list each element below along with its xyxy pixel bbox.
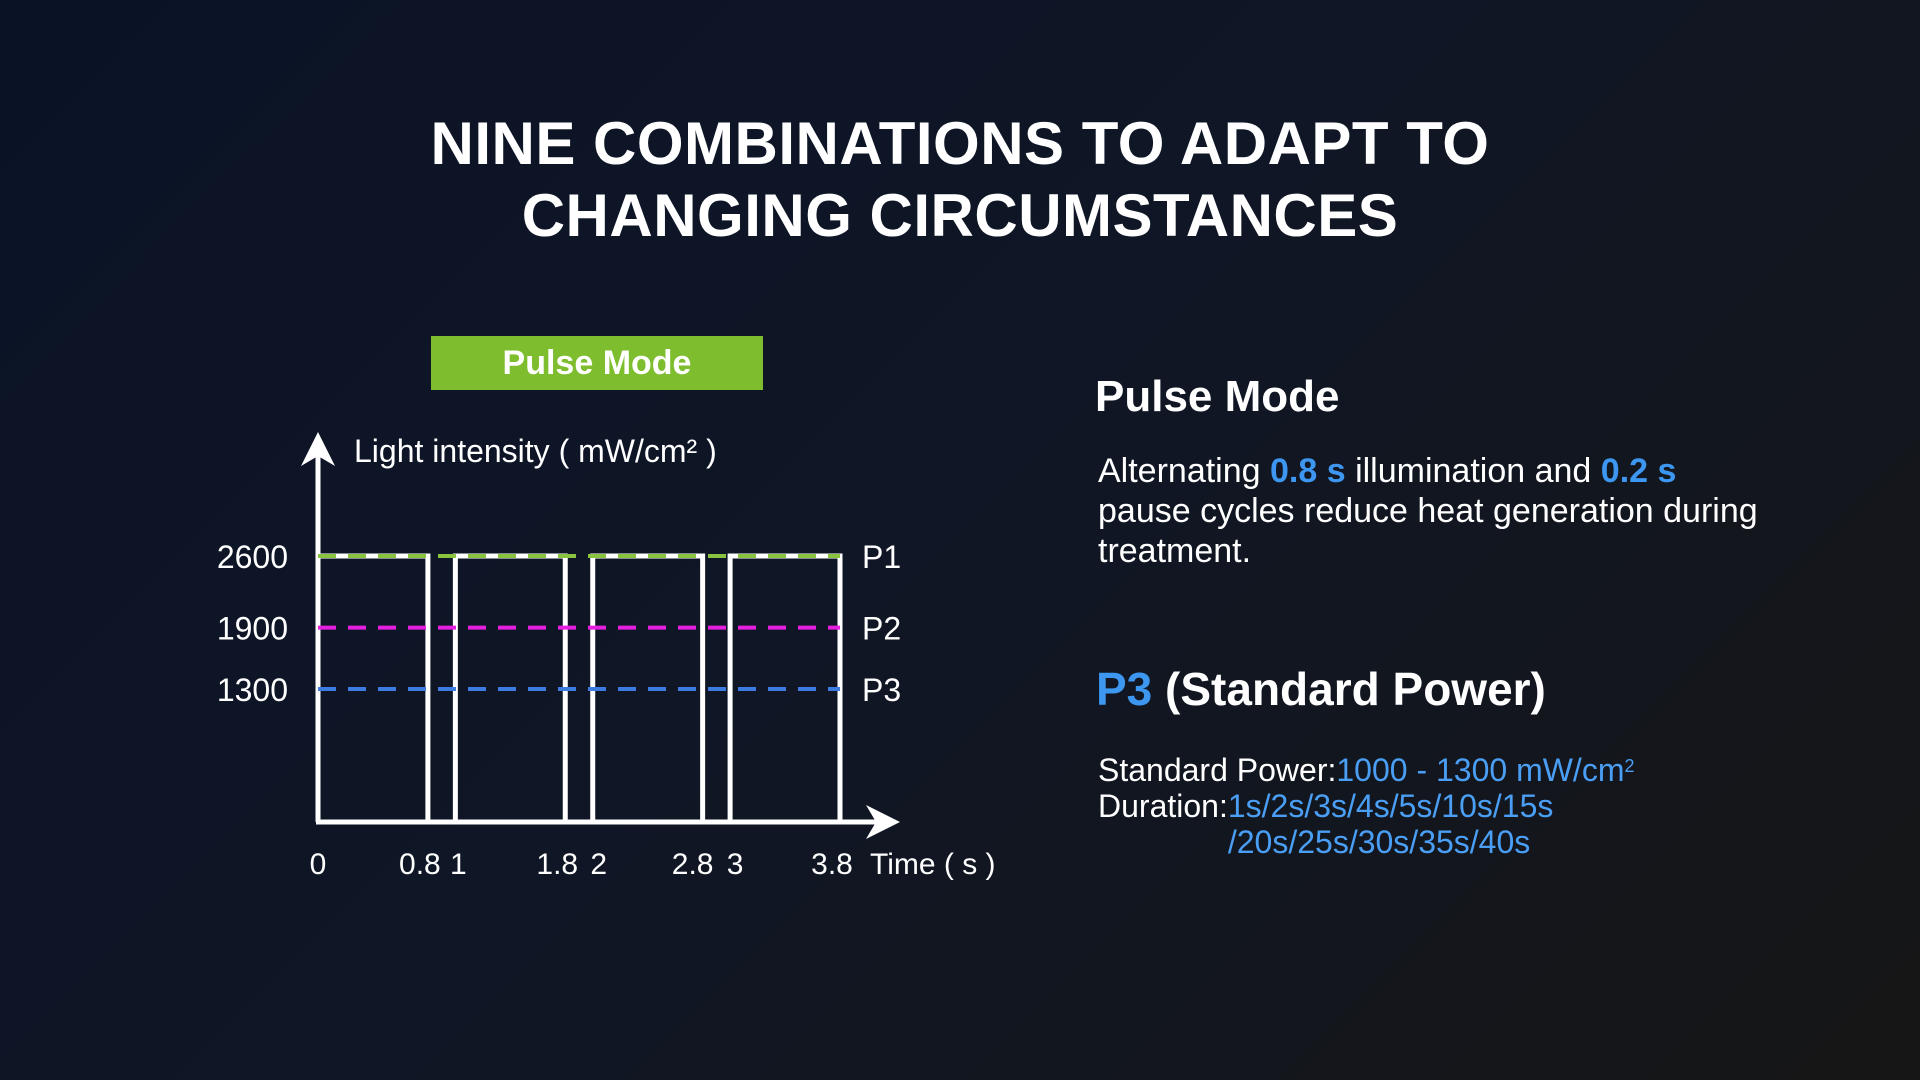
info-description: Alternating 0.8 s illumination and 0.2 s… (1098, 451, 1778, 571)
duration-row: Duration: 1s/2s/3s/4s/5s/10s/15s /20s/25… (1098, 788, 1634, 860)
y-axis-arrow-icon (301, 432, 335, 466)
desc-highlight-pause: 0.2 s (1600, 452, 1677, 490)
power-row: Standard Power: 1000 - 1300 mW/cm2 (1098, 752, 1634, 788)
mode-specs: Standard Power: 1000 - 1300 mW/cm2 Durat… (1098, 752, 1634, 860)
x-tick-label: 0 (310, 848, 327, 881)
duration-values: 1s/2s/3s/4s/5s/10s/15s /20s/25s/30s/35s/… (1228, 788, 1554, 860)
x-axis-arrow-icon (866, 805, 900, 839)
power-value-text: 1000 - 1300 mW/cm (1336, 752, 1625, 788)
chart-labels: P1 P2 P3 Light intensity ( mW/cm² ) Time ( s… (217, 433, 996, 881)
desc-text-1: Alternating (1098, 452, 1270, 490)
power-value: 1000 - 1300 mW/cm2 (1336, 752, 1634, 788)
y-tick-label: 1300 (217, 672, 288, 708)
title-line-2: CHANGING CIRCUMSTANCES (521, 182, 1399, 249)
y-axis-title: Light intensity ( mW/cm² ) (354, 433, 717, 469)
mode-label: (Standard Power) (1152, 663, 1546, 715)
x-tick-label: 3 (727, 848, 744, 881)
x-axis-title: Time ( s ) (870, 848, 996, 881)
x-tick-label: 0.8 (399, 848, 441, 881)
power-unit-exponent: 2 (1624, 756, 1635, 776)
duration-line-1: 1s/2s/3s/4s/5s/10s/15s (1227, 788, 1554, 824)
mode-name: P3 (1096, 663, 1153, 715)
mode-badge: Pulse Mode (431, 336, 763, 390)
x-tick-label: 2 (590, 848, 607, 881)
x-tick-label: 1 (450, 848, 467, 881)
y-tick-label: 1900 (217, 611, 288, 647)
series-label-p1: P1 (862, 539, 901, 575)
chart-pulses (315, 553, 843, 822)
duration-line-2: /20s/25s/30s/35s/40s (1227, 824, 1531, 860)
chart-axes (301, 432, 900, 839)
duration-label: Duration: (1098, 788, 1228, 824)
power-label: Standard Power: (1098, 752, 1337, 788)
x-tick-label: 3.8 (811, 848, 853, 881)
desc-text-2: illumination and (1345, 452, 1601, 490)
series-label-p2: P2 (862, 611, 901, 647)
title-line-1: NINE COMBINATIONS TO ADAPT TO (430, 110, 1490, 177)
x-tick-label: 1.8 (536, 848, 578, 881)
y-tick-label: 2600 (217, 539, 288, 575)
page-title: NINE COMBINATIONS TO ADAPT TO CHANGING C… (0, 108, 1920, 252)
mode-heading: P3 (Standard Power) (1096, 662, 1546, 716)
info-heading: Pulse Mode (1095, 372, 1340, 421)
chart-series (318, 554, 840, 691)
x-tick-label: 2.8 (672, 848, 714, 881)
desc-text-3: pause cycles reduce heat generation duri… (1098, 492, 1758, 570)
desc-highlight-illumination: 0.8 s (1270, 452, 1346, 490)
series-label-p3: P3 (862, 672, 901, 708)
